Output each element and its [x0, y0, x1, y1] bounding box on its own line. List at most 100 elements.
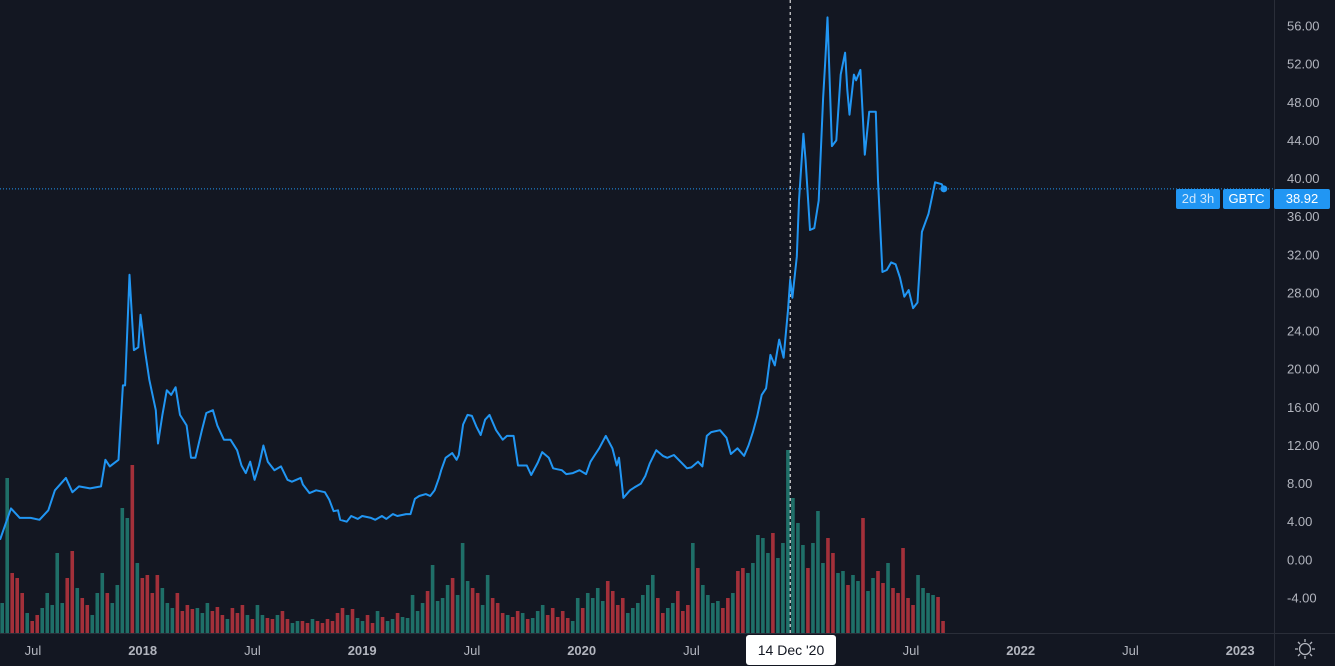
volume-bar	[535, 611, 540, 633]
time-tick-label: Jul	[464, 643, 481, 658]
last-price-value: 38.92	[1285, 191, 1319, 206]
volume-bar	[220, 615, 225, 633]
volume-bar	[435, 601, 440, 633]
volume-bar	[460, 543, 465, 633]
volume-bar	[110, 603, 115, 633]
volume-bar	[515, 611, 520, 633]
volume-bar	[145, 575, 150, 633]
volume-bar	[115, 585, 120, 633]
volume-bar	[676, 591, 680, 633]
volume-bar	[395, 613, 400, 633]
volume-bar	[666, 608, 670, 633]
volume-bar	[330, 621, 335, 633]
volume-bar	[470, 588, 475, 633]
volume-bar	[340, 608, 345, 633]
volume-bar	[791, 498, 795, 633]
volume-bar	[140, 578, 145, 633]
price-tick-label: 56.00	[1287, 19, 1320, 34]
volume-bar	[55, 553, 60, 633]
price-axis[interactable]: 56.00 52.00 48.00 44.00 40.00 36.00 32.00 28.00…	[1287, 19, 1320, 606]
volume-bar	[716, 601, 720, 633]
volume-bar	[310, 619, 315, 633]
last-price-dot	[940, 185, 948, 193]
volume-bar	[425, 591, 430, 633]
volume-bar	[681, 611, 685, 633]
volume-bar	[260, 615, 265, 633]
volume-bar	[295, 621, 300, 633]
volume-bar	[10, 573, 15, 633]
time-tick-label: Jul	[1122, 643, 1139, 658]
volume-bar	[5, 478, 9, 633]
volume-bar	[380, 617, 385, 633]
volume-bar	[901, 548, 905, 633]
volume-bar	[200, 613, 205, 633]
price-tick-label: 40.00	[1287, 171, 1320, 186]
volume-bar	[640, 595, 645, 633]
volume-bar	[20, 593, 25, 633]
volume-bar	[465, 581, 470, 633]
volume-bar	[801, 545, 805, 633]
price-tick-label: 8.00	[1287, 476, 1312, 491]
volume-bar	[25, 613, 30, 633]
volume-bar	[280, 611, 285, 633]
volume-bar	[180, 611, 185, 633]
volume-bar	[150, 593, 155, 633]
volume-bar	[170, 608, 175, 633]
volume-bar	[701, 585, 705, 633]
volume-bar	[655, 598, 660, 633]
volume-bars	[0, 450, 945, 633]
volume-bar	[741, 568, 745, 633]
volume-bar	[671, 603, 675, 633]
volume-bar	[315, 621, 320, 633]
volume-bar	[921, 588, 925, 633]
volume-bar	[400, 617, 405, 633]
volume-bar	[871, 578, 875, 633]
volume-bar	[45, 593, 50, 633]
volume-bar	[836, 573, 840, 633]
volume-bar	[345, 615, 350, 633]
volume-bar	[691, 543, 695, 633]
time-tick-label: 2018	[128, 643, 157, 658]
price-tick-label: 48.00	[1287, 95, 1320, 110]
time-tick-label: 2022	[1006, 643, 1035, 658]
volume-bar	[365, 615, 370, 633]
volume-bar	[50, 605, 55, 633]
volume-bar	[816, 511, 820, 633]
volume-bar	[15, 578, 20, 633]
volume-bar	[861, 518, 865, 633]
volume-bar	[445, 585, 450, 633]
volume-bar	[160, 588, 165, 633]
volume-bar	[85, 605, 90, 633]
price-tick-label: 20.00	[1287, 362, 1320, 377]
symbol-label: GBTC	[1223, 189, 1270, 209]
volume-bar	[455, 595, 460, 633]
volume-bar	[941, 621, 945, 633]
time-axis[interactable]: Jul 2018 Jul 2019 Jul 2020 Jul Jul 2022 Jul 2023	[25, 643, 1255, 658]
volume-bar	[726, 598, 730, 633]
price-tick-label: 44.00	[1287, 133, 1320, 148]
volume-bar	[721, 608, 725, 633]
volume-bar	[285, 619, 290, 633]
volume-bar	[771, 533, 775, 633]
volume-bar	[500, 613, 505, 633]
volume-bar	[916, 575, 920, 633]
volume-bar	[575, 598, 580, 633]
volume-bar	[60, 603, 65, 633]
volume-bar	[375, 611, 380, 633]
volume-bar	[620, 598, 625, 633]
volume-bar	[615, 605, 620, 633]
volume-bar	[275, 615, 280, 633]
volume-bar	[105, 593, 110, 633]
volume-bar	[510, 617, 515, 633]
volume-bar	[355, 618, 360, 633]
volume-bar	[555, 617, 560, 633]
volume-bar	[856, 581, 860, 633]
volume-bar	[250, 619, 255, 633]
volume-bar	[881, 583, 885, 633]
volume-bar	[931, 595, 935, 633]
settings-gear-icon[interactable]	[1294, 638, 1316, 660]
volume-bar	[550, 608, 555, 633]
volume-bar	[781, 543, 785, 633]
time-tick-label: Jul	[244, 643, 261, 658]
